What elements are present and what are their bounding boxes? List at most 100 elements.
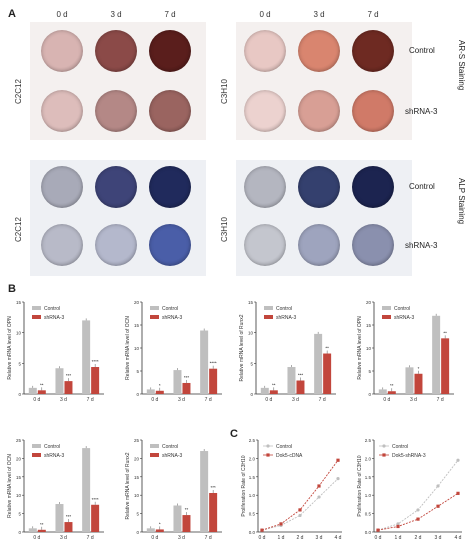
bar-shrna-5-0 [155,529,164,532]
legend-control-swatch-3 [382,306,391,310]
legend-shrna-swatch-2 [264,315,273,319]
point-7-1-2 [416,517,420,521]
xtick-label-6-4: 4 d [335,535,342,541]
xtick-label-4-0: 0 d [33,535,40,541]
xtick-label-3-2: 7 d [437,397,444,403]
legend-shrna-1: shRNA-3 [162,315,183,321]
ytick-label-6-4: 2.0 [249,456,256,461]
bar-control-4-1 [55,504,64,532]
ytick-label-2-0: 0 [250,392,253,397]
ytick-label-7-0: 0.0 [365,530,372,535]
point-7-0-1 [396,522,400,526]
ytick-label-3-0: 0 [368,392,371,397]
legend-control-swatch-2 [264,306,273,310]
ylabel-4: Relative mRNA level of OCN [7,454,13,518]
ytick-label-6-1: 0.5 [249,512,256,517]
bar-shrna-2-0 [269,390,278,394]
ars-c2c12-shrna-well-2 [149,90,191,132]
legend-shrna-swatch-5 [150,453,159,457]
panel-label-c: C [230,428,238,440]
xtick-label-3-0: 0 d [383,397,390,403]
bar-shrna-2-1 [296,380,305,394]
ars-c2c12-shrna-well-1 [95,90,137,132]
bar-control-5-2 [200,451,209,532]
ytick-label-0-3: 15 [16,300,22,305]
bar-control-1-2 [200,330,209,394]
bar-control-2-2 [314,333,323,394]
xtick-label-7-0: 0 d [375,535,382,541]
legend-control-swatch-5 [150,444,159,448]
col-7d-left: 7 d [164,10,176,19]
legend-shrna-0: shRNA-3 [44,315,65,321]
sig-4-0: ** [40,522,44,527]
point-6-1-2 [298,508,302,512]
sig-4-2: **** [92,497,99,502]
ylabel-7: Proliferation Rate of C3H10 [357,455,363,516]
alp-c2c12-shrna-well-1 [95,224,137,266]
ytick-label-1-4: 20 [134,300,140,305]
ars-c3h10-shrna-well-2 [352,90,394,132]
alp-c2c12-control-well-1 [95,166,137,208]
sig-3-0: ** [390,383,394,388]
alp-c2c12-control-well-2 [149,166,191,208]
sig-4-1: *** [66,514,72,519]
xtick-label-7-2: 2 d [415,535,422,541]
ytick-label-3-4: 20 [366,300,372,305]
legend-shrna-2: shRNA-3 [276,315,297,321]
ytick-label-5-4: 20 [134,456,140,461]
point-7-1-4 [456,491,460,495]
bar-control-2-1 [287,367,296,394]
legend-control-swatch-4 [32,444,41,448]
ytick-label-7-1: 0.5 [365,512,372,517]
point-6-0-2 [298,513,302,518]
bar-control-0-1 [55,368,64,394]
point-7-0-2 [416,508,420,512]
ytick-label-7-4: 2.0 [365,456,372,461]
legend-shrna-swatch-0 [32,315,41,319]
xtick-label-0-0: 0 d [33,397,40,403]
legend-control-5: Control [162,444,178,450]
ytick-label-0-0: 0 [18,392,21,397]
alp-c2c12-shrna-well-2 [149,224,191,266]
ytick-label-2-3: 15 [248,300,254,305]
legend-control-7: Control [392,444,408,450]
col-0d-left: 0 d [56,10,68,19]
ytick-label-5-3: 15 [134,475,140,480]
alp-c3h10-control-well-0 [244,166,286,208]
bar-shrna-4-0 [37,529,46,532]
sig-3-1: * [418,366,420,371]
point-6-0-4 [336,477,340,481]
ytick-label-0-1: 5 [18,361,21,366]
sig-1-0: * [159,383,161,388]
legend-shrna-swatch-3 [382,315,391,319]
ytick-label-1-2: 10 [134,346,140,351]
ytick-label-2-1: 5 [250,361,253,366]
ars-c3h10-control-well-0 [244,30,286,72]
col-3d-right: 3 d [313,10,325,19]
legend-control-3: Control [394,306,410,312]
ylabel-1: Relative mRNA level of OCN [125,316,131,380]
bar-control-3-1 [405,367,414,394]
legend-shrna-swatch-4 [32,453,41,457]
legend-shrna-swatch-1 [150,315,159,319]
line-6-1 [261,459,339,531]
xtick-label-4-2: 7 d [87,535,94,541]
ytick-label-7-2: 1.0 [365,493,372,498]
sig-2-1: *** [298,373,304,378]
legend-control-swatch-0 [32,306,41,310]
ytick-label-1-0: 0 [136,392,139,397]
bar-control-4-0 [28,528,37,532]
ars-c2c12-shrna-well-0 [41,90,83,132]
sig-0-2: **** [92,359,99,364]
bar-shrna-5-1 [182,515,191,532]
legend-s2-7: Dok5-shRNA-3 [392,453,426,459]
legend-control-4: Control [44,444,60,450]
ytick-label-1-3: 15 [134,323,140,328]
bar-control-1-1 [173,370,182,394]
ytick-label-5-1: 5 [136,512,139,517]
ytick-label-6-5: 2.5 [249,438,256,443]
legend-shrna-3: shRNA-3 [394,315,415,321]
alp-c3h10-shrna-well-1 [298,224,340,266]
sig-2-0: ** [272,382,276,387]
bar-control-4-2 [82,448,91,532]
